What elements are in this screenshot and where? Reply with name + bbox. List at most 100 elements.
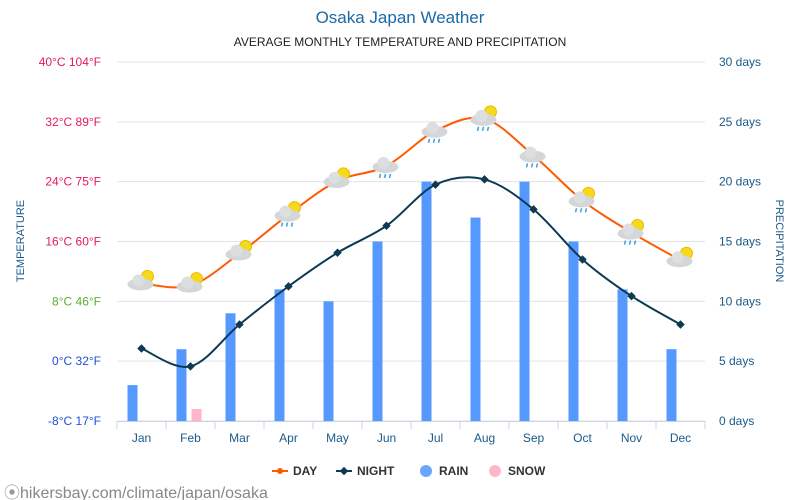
x-tick-label: Apr: [279, 431, 298, 445]
raindrop: [285, 222, 289, 227]
x-tick-label: Feb: [180, 431, 201, 445]
rain-bar: [617, 289, 628, 421]
cloud-shape: [377, 156, 390, 169]
rain-bar: [470, 217, 481, 421]
x-tick-label: Dec: [670, 431, 691, 445]
sun-cloud-icon: [666, 246, 693, 268]
rain-bar: [568, 241, 579, 421]
left-tick-label: 40°C 104°F: [39, 55, 101, 69]
rain-bar: [274, 289, 285, 421]
cloud-shape: [132, 274, 145, 287]
sun-cloud-rain-icon: [470, 105, 497, 132]
raindrop: [383, 173, 387, 179]
rain-bar: [127, 385, 138, 421]
right-tick-label: 10 days: [719, 294, 761, 308]
legend-item-day[interactable]: DAY: [272, 464, 317, 478]
night-point: [186, 362, 195, 371]
sun-cloud-rain-icon: [568, 186, 595, 213]
sun-cloud-rain-icon: [617, 219, 644, 245]
pin-icon: ⦿: [4, 485, 21, 500]
raindrop: [290, 222, 294, 227]
sun-cloud-icon: [176, 272, 203, 293]
rain-bar: [225, 313, 236, 421]
legend-item-rain[interactable]: RAIN: [420, 464, 468, 478]
raindrop: [579, 208, 583, 213]
cloud-shape: [279, 205, 292, 218]
right-tick-label: 30 days: [719, 55, 761, 69]
night-point: [431, 180, 440, 189]
right-tick-label: 15 days: [719, 235, 761, 249]
footer-link[interactable]: ⦿hikersbay.com/climate/japan/osaka: [4, 479, 268, 500]
raindrop: [378, 173, 382, 179]
left-axis-title: TEMPERATURE: [15, 200, 27, 282]
right-tick-label: 25 days: [719, 115, 761, 129]
night-point: [382, 221, 391, 231]
rain-bar: [666, 349, 677, 421]
night-point: [676, 320, 685, 329]
left-tick-label: 32°C 89°F: [45, 115, 101, 129]
right-tick-label: 0 days: [719, 414, 754, 428]
x-tick-label: Jun: [377, 431, 396, 445]
night-point: [137, 344, 146, 353]
right-tick-label: 20 days: [719, 175, 761, 189]
cloud-shape: [524, 146, 537, 159]
rain-bar: [323, 301, 334, 421]
cloud-shape: [328, 171, 341, 184]
night-point: [333, 248, 342, 257]
rain-bar: [519, 181, 530, 421]
night-point: [235, 320, 244, 329]
raindrop: [388, 173, 392, 179]
left-tick-label: -8°C 17°F: [48, 414, 101, 428]
legend-marker: [420, 465, 432, 477]
cloud-shape: [181, 276, 194, 289]
cloud-shape: [573, 191, 586, 204]
legend-item-night[interactable]: NIGHT: [336, 464, 395, 478]
raindrop: [525, 163, 529, 168]
legend-label: RAIN: [439, 464, 468, 478]
snow-bar: [191, 409, 202, 421]
legend-label: DAY: [293, 464, 317, 478]
right-axis-title: PRECIPITATION: [773, 200, 785, 283]
legend-marker: [339, 466, 349, 476]
x-tick-label: Nov: [621, 431, 642, 445]
sun-cloud-icon: [323, 167, 350, 188]
cloud-shape: [230, 244, 243, 257]
night-point: [480, 175, 489, 184]
rain-bar: [421, 181, 432, 421]
rain-bar: [176, 349, 187, 421]
sun-cloud-icon: [225, 239, 252, 261]
raindrop: [481, 126, 485, 132]
sun-cloud-rain-icon: [274, 201, 301, 227]
left-tick-label: 24°C 75°F: [45, 175, 101, 189]
x-tick-label: Sep: [523, 431, 545, 445]
x-tick-label: Jul: [428, 431, 443, 445]
sun-cloud-icon: [127, 269, 154, 291]
cloud-rain-icon: [421, 121, 448, 143]
cloud-rain-icon: [372, 156, 399, 179]
cloud-rain-icon: [519, 146, 546, 168]
legend-label: SNOW: [508, 464, 546, 478]
raindrop: [628, 240, 632, 245]
legend-marker: [489, 465, 501, 477]
raindrop: [623, 240, 627, 245]
raindrop: [574, 208, 578, 213]
x-tick-label: May: [326, 431, 349, 445]
night-point: [578, 255, 587, 264]
cloud-shape: [426, 121, 439, 134]
left-tick-label: 0°C 32°F: [52, 354, 101, 368]
left-tick-label: 16°C 60°F: [45, 235, 101, 249]
raindrop: [427, 138, 431, 143]
night-point: [627, 291, 636, 301]
chart-title: Osaka Japan Weather: [315, 8, 485, 27]
x-tick-label: Aug: [474, 431, 495, 445]
raindrop: [535, 163, 539, 168]
rain-bar: [372, 241, 383, 421]
raindrop: [584, 208, 588, 213]
x-tick-label: Oct: [573, 431, 592, 445]
chart-subtitle: AVERAGE MONTHLY TEMPERATURE AND PRECIPIT…: [233, 35, 567, 49]
cloud-shape: [622, 223, 635, 236]
left-tick-label: 8°C 46°F: [52, 294, 101, 308]
cloud-shape: [671, 251, 684, 264]
legend-item-snow[interactable]: SNOW: [489, 464, 546, 478]
